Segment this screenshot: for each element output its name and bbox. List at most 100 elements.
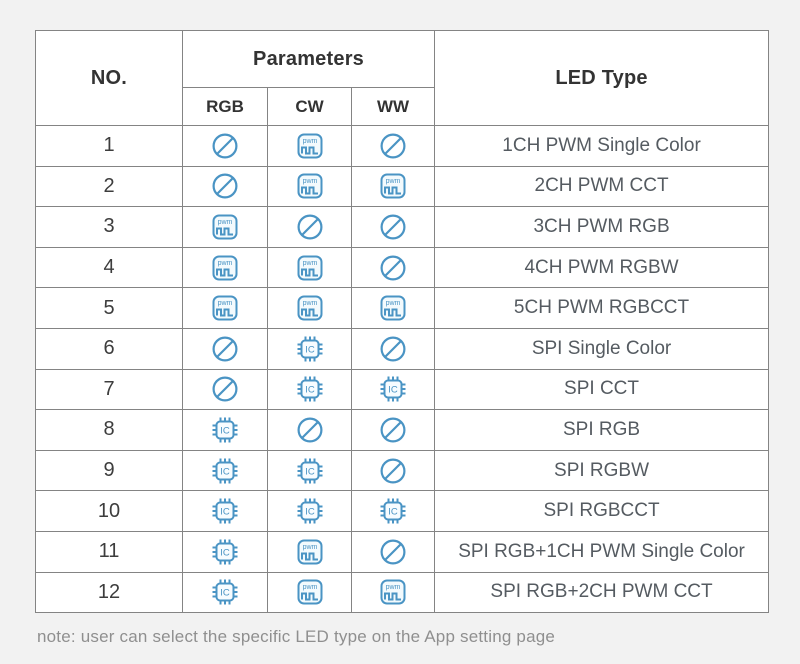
led-type-cell: SPI RGBCCT	[434, 490, 770, 532]
row-number: 8	[35, 409, 183, 451]
svg-text:IC: IC	[388, 385, 398, 396]
param-cw-cell: IC	[267, 368, 352, 411]
ic-icon: IC	[212, 539, 238, 565]
svg-text:IC: IC	[388, 507, 398, 518]
led-type-cell: 1CH PWM Single Color	[434, 125, 770, 167]
row-number: 2	[35, 165, 183, 208]
svg-text:IC: IC	[220, 507, 230, 518]
param-rgb-cell: IC	[182, 449, 268, 492]
pwm-icon: pwm	[297, 255, 322, 281]
table-row: 4 pwm pwm 4CH PWM RGBW	[35, 246, 770, 289]
pwm-icon: pwm	[297, 539, 322, 565]
svg-text:pwm: pwm	[386, 300, 401, 307]
row-number: 5	[35, 287, 183, 329]
col-header-cw: CW	[267, 87, 352, 126]
param-ww-cell	[350, 530, 436, 573]
svg-text:IC: IC	[305, 385, 315, 396]
svg-text:IC: IC	[220, 466, 230, 477]
svg-text:pwm: pwm	[218, 219, 233, 226]
col-header-ww: WW	[350, 87, 436, 126]
col-header-rgb: RGB	[182, 87, 268, 126]
table-row: 9 IC IC SPI RGBW	[35, 449, 770, 492]
led-type-cell: SPI Single Color	[434, 327, 770, 370]
pwm-icon: pwm	[212, 214, 238, 240]
table-row: 12 IC pwm pwm SPI RGB+2CH PWM CCT	[35, 571, 770, 614]
not-supported-icon	[380, 214, 406, 240]
svg-text:pwm: pwm	[386, 178, 401, 185]
pwm-icon: pwm	[297, 579, 322, 605]
not-supported-icon	[212, 376, 238, 402]
table-body: 1 pwm 1CH PWM Single Color 2 pwm pwm 2CH …	[35, 125, 770, 614]
svg-text:IC: IC	[220, 547, 230, 558]
param-cw-cell: pwm	[267, 530, 352, 573]
pwm-icon: pwm	[212, 295, 238, 321]
param-rgb-cell	[182, 165, 268, 208]
param-rgb-cell: pwm	[182, 206, 268, 248]
pwm-icon: pwm	[380, 579, 406, 605]
ic-icon: IC	[297, 336, 322, 362]
pwm-icon: pwm	[297, 133, 322, 159]
pwm-icon: pwm	[297, 173, 322, 199]
svg-text:IC: IC	[305, 507, 315, 518]
param-cw-cell: pwm	[267, 287, 352, 329]
led-type-cell: SPI RGB+2CH PWM CCT	[434, 571, 770, 614]
led-type-cell: 4CH PWM RGBW	[434, 246, 770, 289]
svg-text:pwm: pwm	[302, 300, 317, 307]
led-type-cell: SPI RGB+1CH PWM Single Color	[434, 530, 770, 573]
param-rgb-cell: pwm	[182, 287, 268, 329]
not-supported-icon	[212, 133, 238, 159]
led-type-cell: 3CH PWM RGB	[434, 206, 770, 248]
led-type-cell: 5CH PWM RGBCCT	[434, 287, 770, 329]
led-type-cell: SPI CCT	[434, 368, 770, 411]
not-supported-icon	[212, 336, 238, 362]
not-supported-icon	[380, 458, 406, 484]
row-number: 11	[35, 530, 183, 573]
row-number: 7	[35, 368, 183, 411]
note-text: note: user can select the specific LED t…	[37, 627, 556, 646]
param-ww-cell: pwm	[350, 287, 436, 329]
param-cw-cell: pwm	[267, 571, 352, 614]
pwm-icon: pwm	[212, 255, 238, 281]
svg-text:pwm: pwm	[302, 584, 317, 591]
param-cw-cell: pwm	[267, 125, 352, 167]
param-rgb-cell: IC	[182, 530, 268, 573]
ic-icon: IC	[380, 376, 406, 402]
svg-text:IC: IC	[220, 588, 230, 599]
svg-text:IC: IC	[305, 466, 315, 477]
param-cw-cell	[267, 409, 352, 451]
row-number: 12	[35, 571, 183, 614]
param-rgb-cell	[182, 327, 268, 370]
param-rgb-cell: IC	[182, 409, 268, 451]
param-ww-cell	[350, 125, 436, 167]
param-ww-cell	[350, 449, 436, 492]
svg-text:IC: IC	[220, 425, 230, 436]
table-header: NO. Parameters LED Type RGB CW WW	[35, 30, 770, 126]
svg-text:pwm: pwm	[218, 259, 233, 266]
pwm-icon: pwm	[380, 295, 406, 321]
ic-icon: IC	[212, 579, 238, 605]
table-row: 6 IC SPI Single Color	[35, 327, 770, 370]
svg-text:pwm: pwm	[386, 584, 401, 591]
param-rgb-cell: IC	[182, 490, 268, 532]
row-number: 6	[35, 327, 183, 370]
svg-text:IC: IC	[305, 344, 315, 355]
not-supported-icon	[297, 417, 322, 443]
ic-icon: IC	[380, 498, 406, 524]
ic-icon: IC	[212, 458, 238, 484]
led-type-cell: SPI RGB	[434, 409, 770, 451]
param-cw-cell: IC	[267, 449, 352, 492]
table-row: 7 IC IC SPI CCT	[35, 368, 770, 411]
param-ww-cell	[350, 246, 436, 289]
svg-text:pwm: pwm	[302, 138, 317, 145]
pwm-icon: pwm	[380, 173, 406, 199]
param-ww-cell	[350, 409, 436, 451]
svg-text:pwm: pwm	[302, 178, 317, 185]
not-supported-icon	[380, 417, 406, 443]
param-cw-cell: IC	[267, 490, 352, 532]
param-ww-cell	[350, 206, 436, 248]
ic-icon: IC	[212, 417, 238, 443]
param-ww-cell: IC	[350, 490, 436, 532]
col-header-parameters: Parameters	[181, 30, 436, 88]
led-type-table: NO. Parameters LED Type RGB CW WW 1 pwm …	[35, 30, 770, 614]
param-ww-cell: pwm	[350, 571, 436, 614]
